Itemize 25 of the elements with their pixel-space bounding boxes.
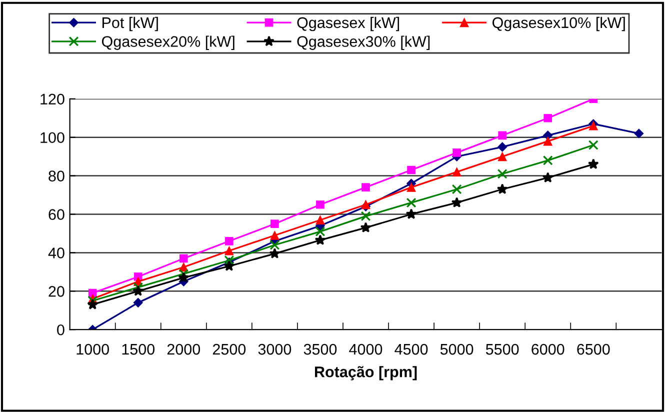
x-tick-label: 6000 bbox=[532, 344, 564, 355]
x-tick-label: 5500 bbox=[486, 344, 519, 355]
y-tick-label: 60 bbox=[48, 209, 64, 220]
y-tick-label: 100 bbox=[40, 132, 64, 144]
x-tick-label: 1500 bbox=[122, 344, 155, 355]
x-tick-label: 3000 bbox=[258, 344, 292, 355]
x-tick-label: 2500 bbox=[212, 344, 246, 355]
y-tick-label: 0 bbox=[57, 324, 64, 336]
x-tick-label: 6500 bbox=[577, 344, 610, 355]
x-tick-label: 2000 bbox=[167, 344, 200, 355]
y-tick-label: 80 bbox=[48, 170, 64, 182]
legend-label: Qgasesex10% [kW] bbox=[492, 16, 625, 32]
x-tick-label: 4500 bbox=[394, 344, 428, 355]
x-tick-label: 5000 bbox=[440, 344, 474, 355]
legend-label: Qgasesex20% [kW] bbox=[102, 36, 234, 50]
x-tick-label: 1000 bbox=[76, 344, 109, 355]
y-tick-label: 120 bbox=[40, 94, 64, 105]
x-tick-label: 4000 bbox=[349, 344, 382, 355]
legend-label: Qgasesex [kW] bbox=[297, 16, 400, 32]
x-tick-label: 3500 bbox=[304, 344, 337, 355]
y-tick-label: 20 bbox=[48, 286, 64, 297]
legend-label: Pot [kW] bbox=[102, 16, 158, 32]
y-tick-label: 40 bbox=[48, 248, 64, 258]
x-axis-title: Rotação [rpm] bbox=[314, 366, 417, 380]
legend-label: Qgasesex30% [kW] bbox=[297, 36, 430, 50]
